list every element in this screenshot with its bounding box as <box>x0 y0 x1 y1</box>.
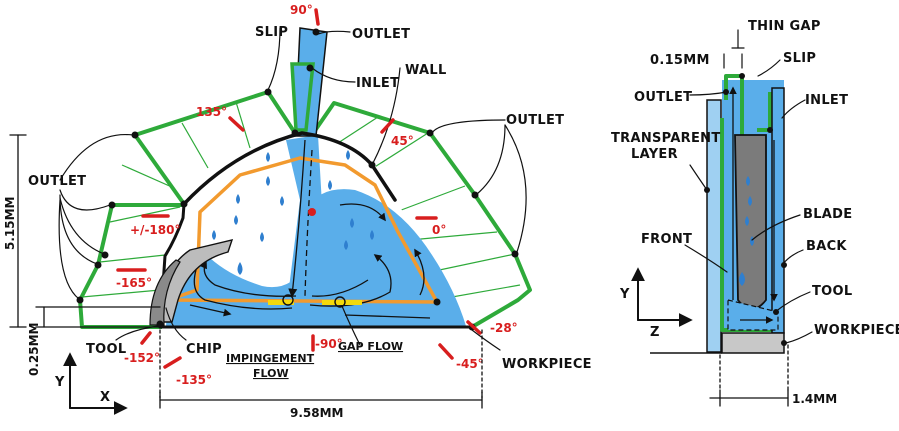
angle-0: 0° <box>432 223 446 237</box>
angle-markers <box>116 8 482 369</box>
label-inlet-right: INLET <box>805 93 848 108</box>
angle-minus-152: -152° <box>124 351 160 365</box>
droplets <box>212 150 374 275</box>
label-chip: CHIP <box>186 342 222 357</box>
angle-180: +/-180° <box>130 223 180 237</box>
blade-droplets <box>739 176 754 286</box>
label-impingement-1: IMPINGEMENT <box>226 352 315 365</box>
right-dimension <box>709 344 789 407</box>
angle-minus-28: -28° <box>490 321 518 335</box>
dimension-right-width: 1.4MM <box>792 392 837 406</box>
label-inlet: INLET <box>356 76 399 91</box>
dimension-height: 5.15MM <box>3 197 17 251</box>
dimension-lines <box>9 134 483 409</box>
label-blade: BLADE <box>803 207 852 222</box>
label-transparent-1: TRANSPARENT <box>611 131 721 146</box>
angle-minus-165: -165° <box>116 276 152 290</box>
boundary-junctions <box>76 28 519 331</box>
label-outlet-right-view: OUTLET <box>634 90 692 105</box>
label-wall: WALL <box>405 63 447 78</box>
label-front: FRONT <box>641 232 692 247</box>
label-workpiece-right: WORKPIECE <box>814 323 899 338</box>
angle-labels: 90° 135° 45° +/-180° 0° -165° -28° -152°… <box>116 3 518 387</box>
tool-shape <box>149 259 181 326</box>
right-view: THIN GAP 0.15MM SLIP OUTLET INLET TRANSP… <box>611 19 899 407</box>
right-axes <box>631 267 693 327</box>
angle-90: 90° <box>290 3 313 17</box>
gap-flow-markers <box>268 294 362 308</box>
slip-boundary-right <box>312 101 532 329</box>
axis-y-right: Y <box>619 287 630 302</box>
label-workpiece: WORKPIECE <box>502 357 592 372</box>
dimension-width: 9.58MM <box>290 406 344 420</box>
label-outlet-right: OUTLET <box>506 113 564 128</box>
label-slip-right: SLIP <box>783 51 816 66</box>
axis-y-left: Y <box>54 375 65 390</box>
angle-minus-135: -135° <box>176 373 212 387</box>
dimension-gap: 0.25MM <box>27 323 41 377</box>
angle-minus-90: -90° <box>315 337 343 351</box>
label-outlet-left: OUTLET <box>28 174 86 189</box>
label-outlet-top: OUTLET <box>352 27 410 42</box>
slip-boundary-top-left <box>133 90 297 206</box>
label-tool-right: TOOL <box>812 284 852 299</box>
streamlines <box>189 139 431 319</box>
label-gap-flow: GAP FLOW <box>338 340 403 353</box>
impingement-boundary <box>166 156 439 304</box>
jet-probe-point <box>308 208 316 216</box>
label-back: BACK <box>806 239 847 254</box>
label-slip: SLIP <box>255 25 288 40</box>
left-axes <box>63 352 128 415</box>
label-gap-width: 0.15MM <box>650 53 710 68</box>
blade <box>734 134 767 310</box>
left-view: 90° 135° 45° +/-180° 0° -165° -28° -152°… <box>3 3 592 420</box>
wall-outline <box>182 131 397 206</box>
label-thin-gap: THIN GAP <box>748 19 821 34</box>
right-labels: THIN GAP 0.15MM SLIP OUTLET INLET TRANSP… <box>611 19 899 338</box>
label-tool: TOOL <box>86 342 126 357</box>
angle-45: 45° <box>391 134 414 148</box>
axis-x-left: X <box>100 390 110 405</box>
label-impingement-2: FLOW <box>253 367 289 380</box>
workpiece-right <box>721 332 785 354</box>
right-streamlines <box>729 86 778 324</box>
axis-z-right: Z <box>650 325 660 340</box>
left-labels: SLIP OUTLET INLET WALL OUTLET OUTLET TOO… <box>28 25 592 380</box>
label-transparent-2: LAYER <box>631 147 678 162</box>
inlet-jet <box>286 135 322 296</box>
tool-chip <box>149 239 234 326</box>
angle-minus-45: -45° <box>456 357 484 371</box>
right-leader-lines <box>684 29 813 344</box>
inner-chamber <box>158 27 474 329</box>
right-junctions <box>704 73 787 346</box>
angle-135: 135° <box>196 105 227 119</box>
